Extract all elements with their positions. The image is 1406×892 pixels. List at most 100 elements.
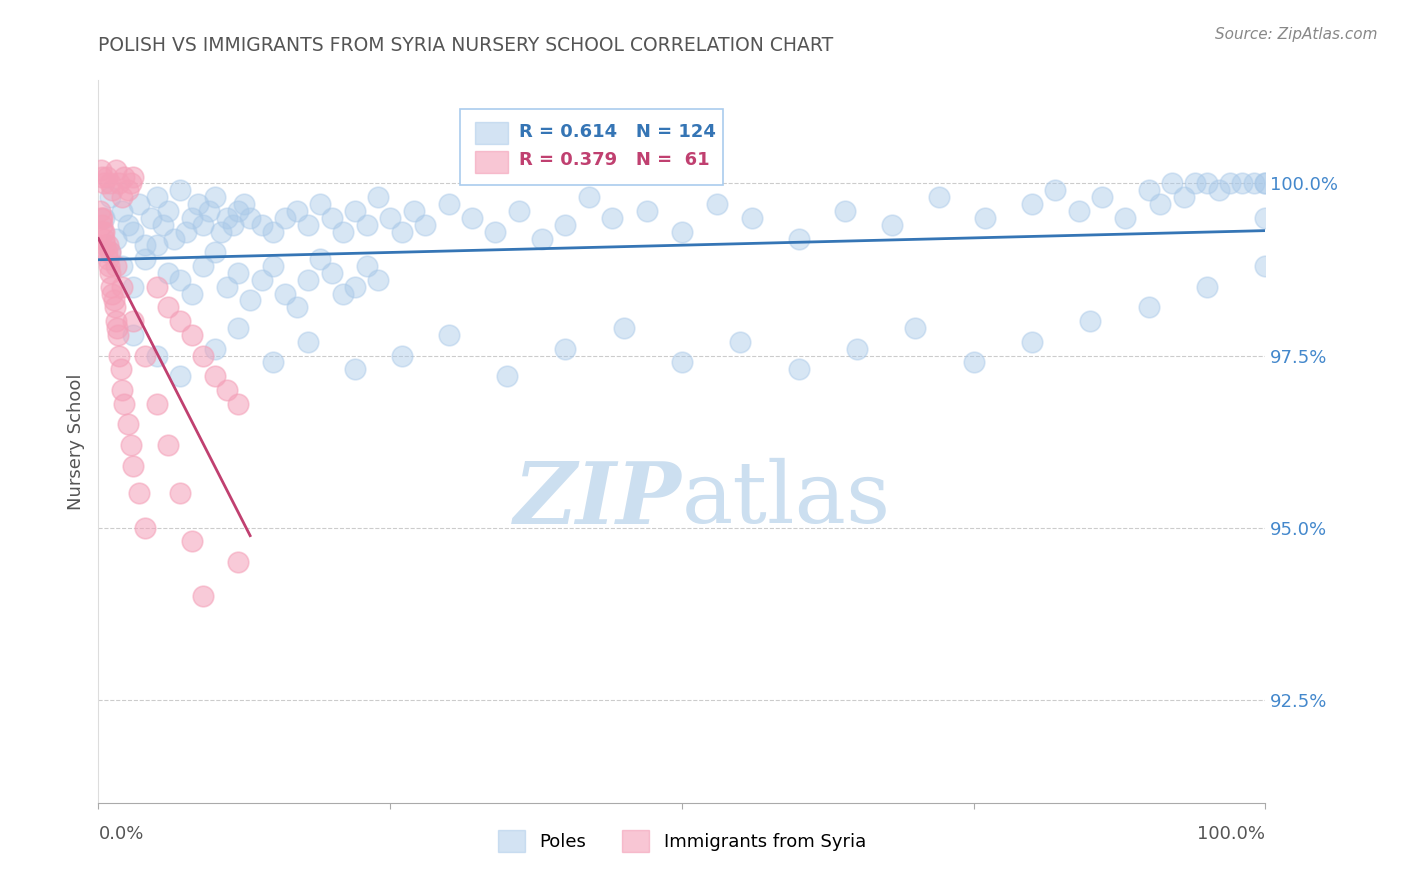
Text: 0.0%: 0.0%	[98, 825, 143, 843]
Point	[96, 245, 118, 260]
Point	[104, 314, 127, 328]
Point	[1137, 183, 1160, 197]
Point	[128, 197, 150, 211]
Point	[1173, 190, 1195, 204]
Point	[612, 321, 634, 335]
Point	[163, 231, 186, 245]
Point	[1197, 177, 1219, 191]
Point	[112, 397, 135, 411]
Point	[309, 252, 332, 267]
Point	[1161, 177, 1184, 191]
Point	[461, 211, 484, 225]
Point	[344, 279, 367, 293]
Point	[367, 273, 389, 287]
Point	[1219, 177, 1241, 191]
Point	[321, 266, 343, 280]
Text: 100.0%: 100.0%	[1198, 825, 1265, 843]
Point	[108, 177, 131, 191]
Point	[962, 355, 984, 369]
Point	[93, 225, 115, 239]
Point	[90, 211, 112, 225]
Point	[122, 327, 145, 342]
Point	[111, 279, 134, 293]
Point	[1067, 204, 1090, 219]
Point	[90, 218, 112, 232]
Point	[741, 211, 763, 225]
Point	[187, 197, 209, 211]
Point	[98, 190, 121, 204]
Point	[402, 204, 425, 219]
Text: R = 0.379   N =  61: R = 0.379 N = 61	[519, 152, 709, 169]
Point	[228, 266, 250, 280]
Text: POLISH VS IMMIGRANTS FROM SYRIA NURSERY SCHOOL CORRELATION CHART: POLISH VS IMMIGRANTS FROM SYRIA NURSERY …	[98, 36, 834, 54]
Point	[108, 349, 131, 363]
Point	[204, 342, 226, 356]
Point	[554, 342, 576, 356]
Text: Source: ZipAtlas.com: Source: ZipAtlas.com	[1215, 27, 1378, 42]
Point	[93, 231, 115, 245]
Point	[122, 279, 145, 293]
Point	[787, 362, 810, 376]
Point	[356, 259, 378, 273]
Point	[297, 273, 319, 287]
Point	[228, 204, 250, 219]
Point	[122, 169, 145, 184]
Point	[134, 349, 156, 363]
Point	[169, 183, 191, 197]
Point	[262, 225, 284, 239]
Point	[321, 211, 343, 225]
Point	[391, 349, 413, 363]
Point	[974, 211, 997, 225]
Point	[204, 369, 226, 384]
Point	[1184, 177, 1206, 191]
Point	[122, 225, 145, 239]
Point	[193, 590, 215, 604]
Point	[1021, 197, 1043, 211]
Point	[98, 245, 121, 260]
Point	[1208, 183, 1230, 197]
Point	[215, 211, 238, 225]
Point	[180, 534, 202, 549]
Point	[180, 286, 202, 301]
Point	[146, 349, 169, 363]
Point	[90, 211, 112, 225]
Point	[117, 183, 139, 197]
Point	[367, 190, 389, 204]
Point	[204, 190, 226, 204]
Point	[228, 397, 250, 411]
Point	[262, 355, 284, 369]
Point	[228, 555, 250, 569]
Point	[180, 327, 202, 342]
Point	[169, 314, 191, 328]
Point	[117, 218, 139, 232]
Point	[104, 301, 127, 315]
Point	[1091, 190, 1114, 204]
Point	[193, 218, 215, 232]
Point	[157, 204, 180, 219]
Point	[122, 458, 145, 473]
Point	[636, 204, 658, 219]
Point	[111, 190, 134, 204]
Point	[91, 225, 114, 239]
Point	[233, 197, 256, 211]
Point	[484, 225, 506, 239]
Point	[111, 383, 134, 397]
Point	[496, 369, 519, 384]
Point	[413, 218, 436, 232]
Point	[97, 252, 120, 267]
Point	[93, 177, 115, 191]
Point	[128, 486, 150, 500]
Point	[93, 211, 115, 225]
Point	[157, 266, 180, 280]
Point	[98, 177, 121, 191]
FancyBboxPatch shape	[475, 151, 508, 173]
Point	[730, 334, 752, 349]
Point	[391, 225, 413, 239]
Point	[274, 286, 297, 301]
Point	[285, 301, 308, 315]
Point	[1137, 301, 1160, 315]
Point	[846, 342, 869, 356]
Point	[1080, 314, 1102, 328]
Point	[174, 225, 197, 239]
Point	[146, 279, 169, 293]
